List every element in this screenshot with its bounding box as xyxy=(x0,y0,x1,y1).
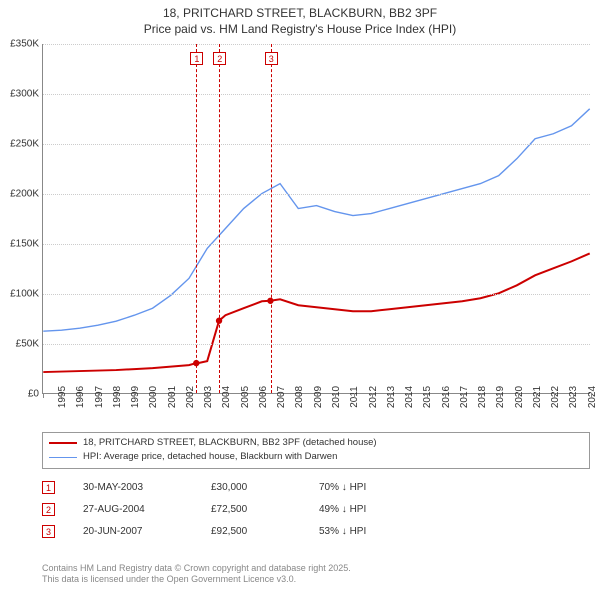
sales-table: 1 30-MAY-2003 £30,000 70% ↓ HPI 2 27-AUG-2004… xyxy=(42,476,419,542)
chart-plot-area: £0£50K£100K£150K£200K£250K£300K£350K1995… xyxy=(42,44,590,394)
sales-marker: 2 xyxy=(42,503,55,516)
y-tick-label: £300K xyxy=(10,89,39,100)
sales-row: 2 27-AUG-2004 £72,500 49% ↓ HPI xyxy=(42,498,419,520)
y-tick-label: £50K xyxy=(16,339,39,350)
legend-item-price-paid: 18, PRITCHARD STREET, BLACKBURN, BB2 3PF… xyxy=(49,436,583,450)
legend-label-hpi: HPI: Average price, detached house, Blac… xyxy=(83,450,337,464)
chart-title: 18, PRITCHARD STREET, BLACKBURN, BB2 3PF… xyxy=(0,0,600,37)
chart-svg xyxy=(43,44,590,393)
x-tick-label: 2025 xyxy=(591,386,600,408)
title-line-1: 18, PRITCHARD STREET, BLACKBURN, BB2 3PF xyxy=(0,6,600,22)
title-line-2: Price paid vs. HM Land Registry's House … xyxy=(0,22,600,38)
sales-row: 1 30-MAY-2003 £30,000 70% ↓ HPI xyxy=(42,476,419,498)
sales-hpi: 49% ↓ HPI xyxy=(319,504,419,515)
legend-swatch-hpi xyxy=(49,457,77,458)
sales-hpi: 70% ↓ HPI xyxy=(319,482,419,493)
chart-marker: 2 xyxy=(213,52,226,65)
y-tick-label: £100K xyxy=(10,289,39,300)
sales-marker: 1 xyxy=(42,481,55,494)
sales-row: 3 20-JUN-2007 £92,500 53% ↓ HPI xyxy=(42,520,419,542)
chart-container: 18, PRITCHARD STREET, BLACKBURN, BB2 3PF… xyxy=(0,0,600,590)
sales-date: 30-MAY-2003 xyxy=(83,482,193,493)
chart-marker: 1 xyxy=(190,52,203,65)
y-tick-label: £250K xyxy=(10,139,39,150)
footer-line-1: Contains HM Land Registry data © Crown c… xyxy=(42,563,351,575)
chart-marker: 3 xyxy=(265,52,278,65)
sales-price: £72,500 xyxy=(211,504,301,515)
y-tick-label: £200K xyxy=(10,189,39,200)
sales-marker: 3 xyxy=(42,525,55,538)
chart-footer: Contains HM Land Registry data © Crown c… xyxy=(42,563,351,586)
legend-label-price-paid: 18, PRITCHARD STREET, BLACKBURN, BB2 3PF… xyxy=(83,436,377,450)
y-tick-label: £0 xyxy=(28,389,39,400)
sales-hpi: 53% ↓ HPI xyxy=(319,526,419,537)
sales-date: 27-AUG-2004 xyxy=(83,504,193,515)
y-tick-label: £150K xyxy=(10,239,39,250)
sales-price: £92,500 xyxy=(211,526,301,537)
sales-date: 20-JUN-2007 xyxy=(83,526,193,537)
chart-legend: 18, PRITCHARD STREET, BLACKBURN, BB2 3PF… xyxy=(42,432,590,469)
y-tick-label: £350K xyxy=(10,39,39,50)
legend-swatch-price-paid xyxy=(49,442,77,444)
sales-price: £30,000 xyxy=(211,482,301,493)
legend-item-hpi: HPI: Average price, detached house, Blac… xyxy=(49,450,583,464)
footer-line-2: This data is licensed under the Open Gov… xyxy=(42,574,351,586)
